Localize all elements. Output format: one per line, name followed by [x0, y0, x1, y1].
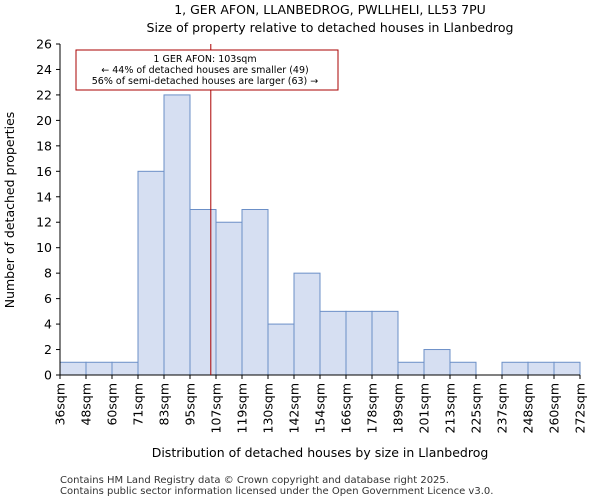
bar-71sqm	[137, 170, 165, 376]
chart-subtitle: Size of property relative to detached ho…	[147, 20, 514, 35]
bar-36sqm	[59, 361, 87, 376]
annotation-line-1: 1 GER AFON: 103sqm	[153, 54, 256, 65]
x-tick-label: 154sqm	[313, 383, 328, 433]
y-tick-label: 26	[36, 37, 52, 52]
x-tick-label: 260sqm	[547, 383, 562, 433]
x-tick-label: 237sqm	[495, 383, 510, 433]
bar-201sqm	[423, 349, 451, 376]
x-axis-ticks: 36sqm 48sqm 60sqm 71sqm 83sqm 95sqm 107sqm 119s…	[53, 375, 588, 433]
y-tick-label: 24	[36, 62, 52, 77]
annotation-line-2: ← 44% of detached houses are smaller (49…	[101, 65, 308, 76]
annotation-frame	[75, 49, 339, 91]
bar-60sqm	[111, 361, 139, 376]
bars-group	[59, 94, 581, 376]
x-tick-label: 178sqm	[365, 383, 380, 433]
x-axis-label: Distribution of detached houses by size …	[152, 445, 489, 460]
x-tick-label: 60sqm	[105, 383, 120, 426]
x-tick-label: 201sqm	[417, 383, 432, 433]
bar-260sqm	[553, 361, 581, 376]
x-tick-label: 107sqm	[209, 383, 224, 433]
y-tick-label: 16	[36, 164, 52, 179]
bar-154sqm	[319, 310, 347, 376]
x-tick-label: 119sqm	[235, 383, 250, 433]
x-tick-label: 272sqm	[573, 383, 588, 433]
footer-line-2: Contains public sector information licen…	[60, 486, 493, 497]
bar-130sqm	[267, 323, 295, 376]
bar-107sqm	[215, 221, 243, 376]
y-tick-label: 22	[36, 87, 52, 102]
bar-248sqm	[527, 361, 555, 376]
bar-213sqm	[449, 361, 477, 376]
x-tick-label: 189sqm	[391, 383, 406, 433]
bar-237sqm	[501, 361, 529, 376]
x-tick-label: 83sqm	[157, 383, 172, 426]
chart-title: 1, GER AFON, LLANBEDROG, PWLLHELI, LL53 …	[174, 2, 486, 17]
y-tick-label: 2	[44, 342, 52, 357]
y-tick-label: 14	[36, 189, 52, 204]
x-tick-label: 142sqm	[287, 383, 302, 433]
bar-166sqm	[345, 310, 373, 376]
y-tick-label: 10	[36, 240, 52, 255]
x-tick-label: 130sqm	[261, 383, 276, 433]
x-tick-label: 36sqm	[53, 383, 68, 426]
footer-line-1: Contains HM Land Registry data © Crown c…	[60, 475, 449, 486]
x-tick-label: 95sqm	[183, 383, 198, 426]
y-tick-label: 20	[36, 113, 52, 128]
y-tick-label: 4	[44, 317, 52, 332]
bar-119sqm	[241, 209, 269, 376]
annotation-box: 1 GER AFON: 103sqm ← 44% of detached hou…	[75, 49, 339, 91]
bar-189sqm	[397, 361, 425, 376]
x-tick-label: 225sqm	[469, 383, 484, 433]
bar-142sqm	[293, 272, 321, 376]
x-tick-label: 48sqm	[79, 383, 94, 426]
x-tick-label: 213sqm	[443, 383, 458, 433]
y-tick-label: 6	[44, 291, 52, 306]
y-tick-label: 18	[36, 138, 52, 153]
bar-178sqm	[371, 310, 399, 376]
annotation-line-3: 56% of semi-detached houses are larger (…	[92, 76, 319, 87]
x-tick-label: 71sqm	[131, 383, 146, 426]
y-tick-label: 0	[44, 368, 52, 383]
bar-48sqm	[85, 361, 113, 376]
y-axis-label: Number of detached properties	[2, 112, 17, 309]
bar-83sqm	[163, 94, 191, 376]
x-tick-label: 248sqm	[521, 383, 536, 433]
bar-95sqm	[189, 209, 217, 376]
x-tick-label: 166sqm	[339, 383, 354, 433]
y-tick-label: 8	[44, 266, 52, 281]
y-tick-label: 12	[36, 215, 52, 230]
